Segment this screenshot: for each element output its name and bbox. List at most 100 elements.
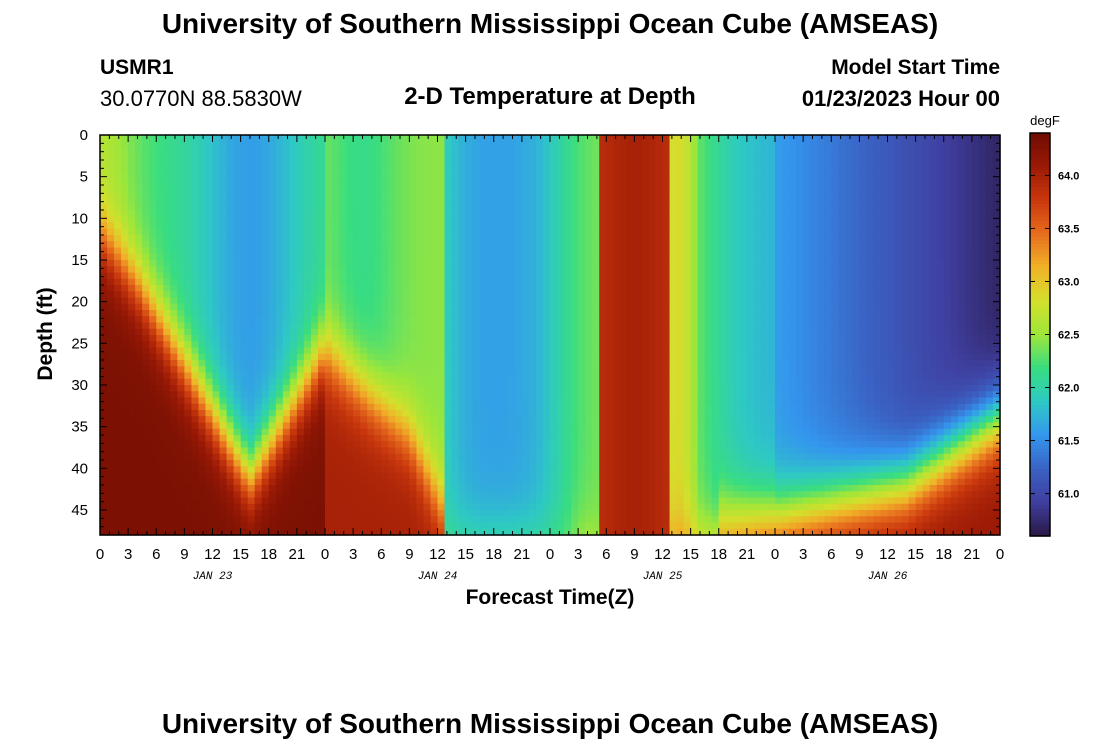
heat-cell <box>142 135 150 142</box>
heat-cell <box>922 360 931 367</box>
heat-cell <box>627 297 635 305</box>
heat-cell <box>479 366 488 374</box>
heat-cell <box>950 360 959 367</box>
heat-cell <box>528 166 537 174</box>
heat-cell <box>310 341 319 349</box>
heat-cell <box>388 322 396 330</box>
heat-cell <box>486 241 495 249</box>
heat-cell <box>866 197 875 205</box>
heat-cell <box>479 197 488 205</box>
heat-cell <box>423 291 432 299</box>
heat-cell <box>325 372 333 380</box>
heat-cell <box>416 216 425 224</box>
heat-cell <box>184 372 193 380</box>
heat-cell <box>950 266 959 274</box>
heat-cell <box>289 178 298 186</box>
heat-cell <box>472 172 481 180</box>
heat-cell <box>163 247 171 255</box>
heat-cell <box>310 160 319 167</box>
heat-cell <box>437 210 446 217</box>
heat-cell <box>922 297 931 305</box>
heat-cell <box>796 310 804 317</box>
heat-cell <box>943 266 952 274</box>
heat-cell <box>325 347 333 355</box>
heat-cell <box>936 278 945 286</box>
heat-cell <box>950 222 959 230</box>
heat-cell <box>767 260 776 267</box>
heat-cell <box>275 135 284 142</box>
heat-cell <box>226 285 235 292</box>
heat-cell <box>803 353 811 361</box>
heat-cell <box>198 285 207 292</box>
heat-cell <box>655 253 664 261</box>
heat-cell <box>219 135 228 142</box>
heat-cell <box>240 278 249 286</box>
heat-cell <box>929 335 938 342</box>
heat-cell <box>613 322 621 330</box>
heat-cell <box>725 297 734 305</box>
heat-cell <box>374 278 382 286</box>
heat-cell <box>247 278 256 286</box>
heat-cell <box>859 328 868 336</box>
heat-cell <box>613 197 621 205</box>
heat-cell <box>845 310 853 317</box>
heat-cell <box>746 372 755 380</box>
heat-cell <box>880 235 889 242</box>
heat-cell <box>100 197 108 205</box>
heat-cell <box>817 147 825 155</box>
heat-cell <box>163 372 171 380</box>
heat-cell <box>226 310 235 317</box>
heat-cell <box>641 353 650 361</box>
heat-cell <box>374 335 382 342</box>
heat-cell <box>929 147 938 155</box>
heat-cell <box>114 135 122 142</box>
heat-cell <box>803 147 811 155</box>
heat-cell <box>725 260 734 267</box>
heat-cell <box>451 172 460 180</box>
heat-cell <box>887 203 896 211</box>
heat-cell <box>634 328 643 336</box>
heat-cell <box>198 160 207 167</box>
heat-cell <box>852 260 860 267</box>
heat-cell <box>824 360 832 367</box>
heat-cell <box>317 291 326 299</box>
heat-cell <box>810 316 818 324</box>
heat-cell <box>887 366 896 374</box>
heat-cell <box>191 297 200 305</box>
heat-cell <box>578 247 586 255</box>
heat-cell <box>261 203 270 211</box>
heat-cell <box>521 285 530 292</box>
heat-cell <box>746 322 755 330</box>
heat-cell <box>542 266 551 274</box>
heat-cell <box>135 353 143 361</box>
heat-cell <box>803 260 811 267</box>
heat-cell <box>592 347 600 355</box>
heat-cell <box>472 335 481 342</box>
heat-cell <box>437 297 446 305</box>
heat-cell <box>430 347 439 355</box>
heat-cell <box>374 191 382 199</box>
heat-cell <box>135 147 143 155</box>
heat-cell <box>317 235 326 242</box>
heat-cell <box>901 272 910 280</box>
heat-cell <box>648 141 657 149</box>
heat-cell <box>367 210 375 217</box>
heat-cell <box>374 210 382 217</box>
heat-cell <box>296 285 305 292</box>
heat-cell <box>634 197 643 205</box>
heat-cell <box>676 260 685 267</box>
heat-cell <box>521 266 530 274</box>
heat-cell <box>908 247 917 255</box>
heat-cell <box>303 185 312 192</box>
heat-cell <box>683 241 692 249</box>
heat-cell <box>472 235 481 242</box>
heat-cell <box>114 210 122 217</box>
heat-cell <box>507 285 516 292</box>
heat-cell <box>240 178 249 186</box>
heat-cell <box>880 185 889 192</box>
heat-cell <box>472 341 481 349</box>
heat-cell <box>803 285 811 292</box>
heat-cell <box>198 216 207 224</box>
heat-cell <box>296 335 305 342</box>
heat-cell <box>760 153 769 161</box>
